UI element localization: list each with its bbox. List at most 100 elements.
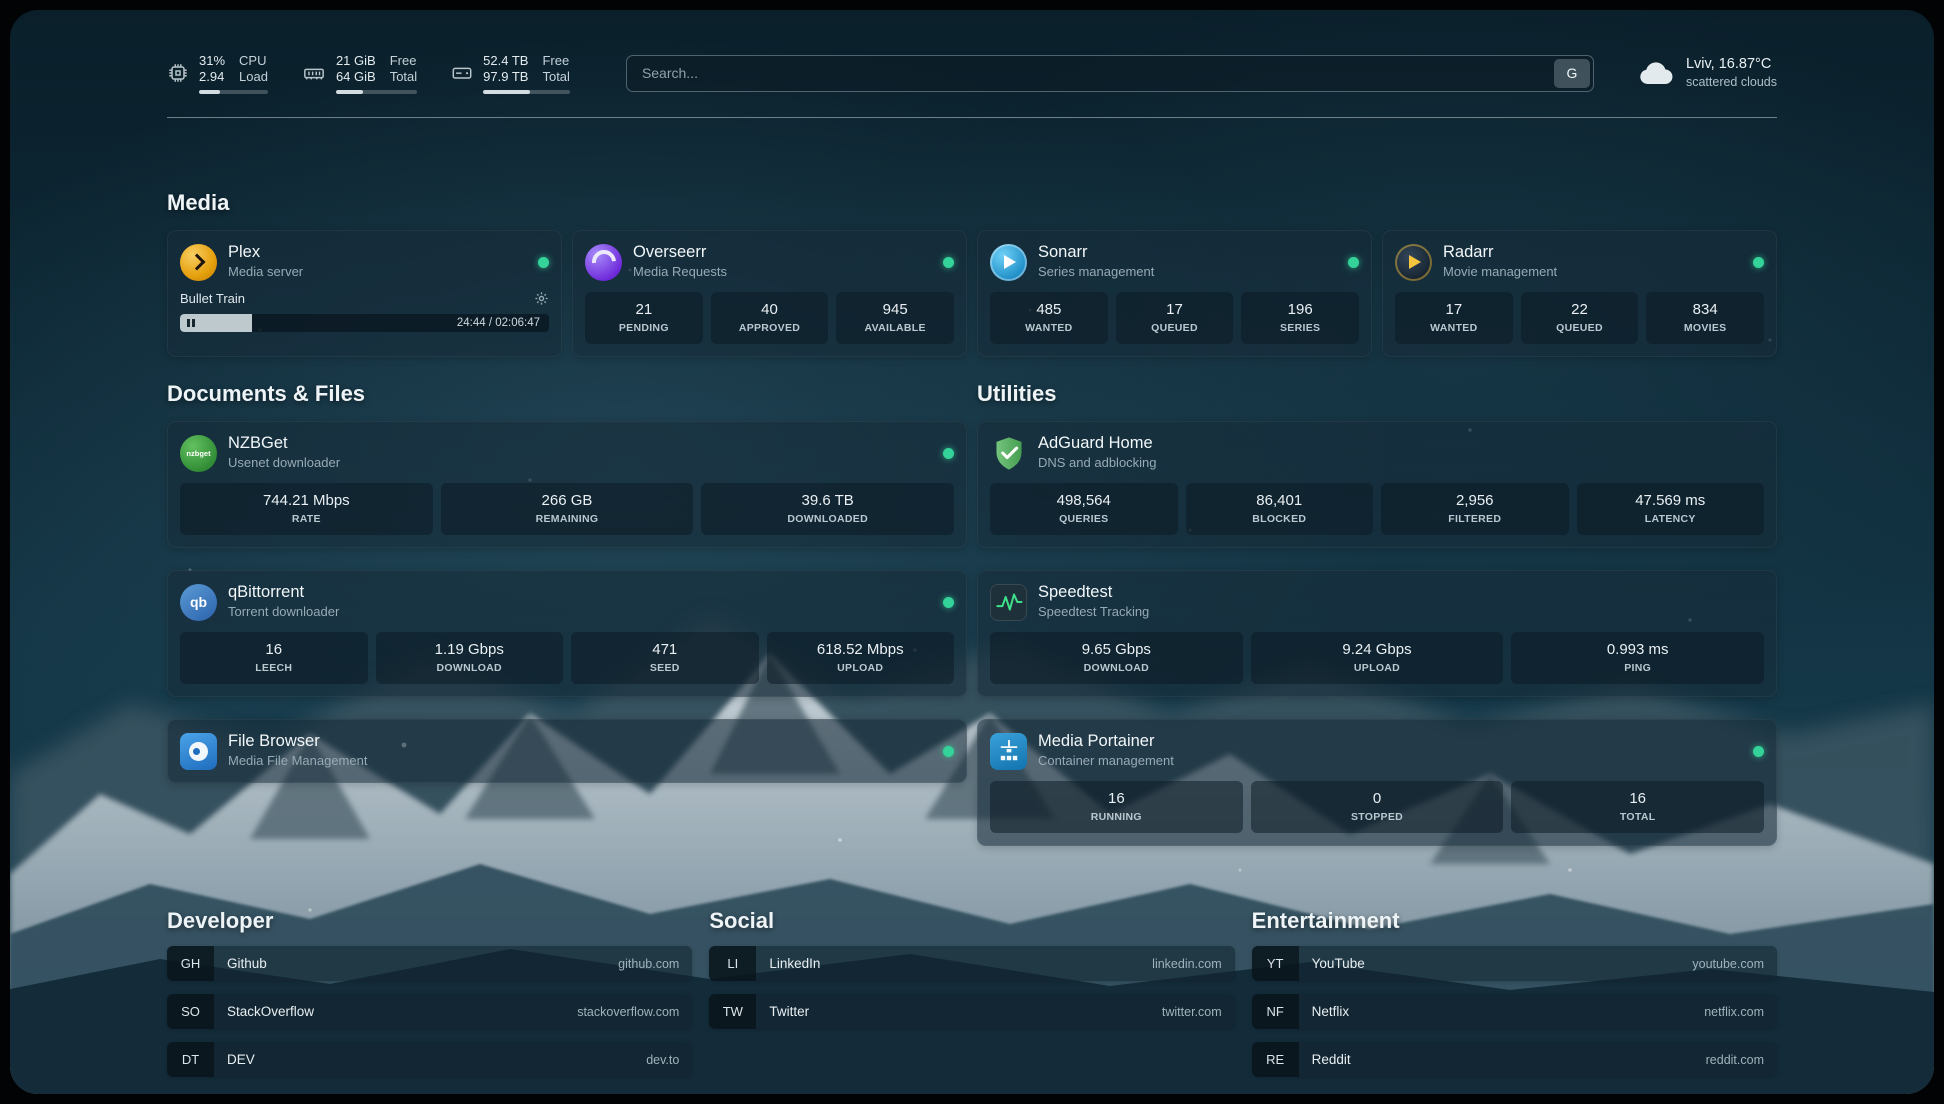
- status-dot-online: [1753, 745, 1764, 757]
- service-link-nzbget[interactable]: nzbget NZBGet Usenet downloader: [180, 434, 954, 472]
- service-subtitle: DNS and adblocking: [1038, 455, 1157, 470]
- adguard-icon: [990, 435, 1027, 472]
- service-link-adguard[interactable]: AdGuard Home DNS and adblocking: [990, 434, 1764, 472]
- stat-ping: 0.993 ms PING: [1511, 632, 1764, 684]
- service-name: Sonarr: [1038, 243, 1088, 261]
- settings-gear-icon[interactable]: [534, 291, 549, 306]
- status-dot-online: [943, 596, 954, 608]
- service-name: Speedtest: [1038, 583, 1113, 601]
- memory-total-label: Total: [389, 68, 418, 84]
- cpu-icon: [169, 64, 187, 82]
- memory-icon: [304, 68, 324, 80]
- service-subtitle: Container management: [1038, 753, 1174, 768]
- stat-queued: 22 QUEUED: [1520, 292, 1639, 344]
- stat-approved: 40 APPROVED: [710, 292, 829, 344]
- section-title-media: Media: [167, 190, 230, 215]
- memory-widget: 21 GiB 64 GiB Free Total: [302, 52, 418, 94]
- stat-upload: 618.52 Mbps UPLOAD: [766, 632, 954, 684]
- stat-series: 196 SERIES: [1241, 292, 1359, 344]
- pause-icon[interactable]: [187, 319, 195, 327]
- memory-meter: [335, 89, 418, 94]
- disk-total-label: Total: [542, 68, 570, 84]
- service-card-sonarr: Sonarr Series management 485 WANTED: [977, 230, 1372, 357]
- bookmark-dev[interactable]: DT DEV dev.to: [167, 1042, 693, 1077]
- service-subtitle: Media Requests: [633, 264, 727, 279]
- section-title-utilities: Utilities: [977, 381, 1057, 406]
- disk-total-value: 97.9 TB: [483, 68, 529, 84]
- nzbget-icon: nzbget: [180, 434, 217, 472]
- sonarr-icon: [990, 243, 1027, 281]
- stat-filtered: 2,956 FILTERED: [1381, 483, 1569, 535]
- service-subtitle: Usenet downloader: [228, 455, 341, 470]
- stat-wanted: 17 WANTED: [1395, 292, 1513, 344]
- speedtest-icon: [990, 583, 1027, 621]
- playback-progress-bar: 24:44 / 02:06:47: [180, 314, 549, 332]
- overseerr-icon: [585, 243, 622, 281]
- stat-queued: 17 QUEUED: [1115, 292, 1234, 344]
- service-subtitle: Series management: [1038, 264, 1155, 279]
- search-provider-button[interactable]: G: [1553, 58, 1590, 88]
- status-dot-online: [1348, 256, 1359, 268]
- service-link-speedtest[interactable]: Speedtest Speedtest Tracking: [990, 583, 1764, 621]
- stat-pending: 21 PENDING: [585, 292, 703, 344]
- bookmark-group-entertainment: Entertainment YT YouTube youtube.com NF …: [1251, 908, 1777, 1077]
- playback-time: 24:44 / 02:06:47: [456, 317, 540, 329]
- memory-free-value: 21 GiB: [335, 52, 376, 68]
- service-card-radarr: Radarr Movie management 17 WANTED 2: [1382, 230, 1777, 357]
- bookmark-youtube[interactable]: YT YouTube youtube.com: [1251, 946, 1777, 981]
- service-card-nzbget: nzbget NZBGet Usenet downloader 744.21 M…: [167, 421, 967, 548]
- cpu-widget: 31% 2.94 CPU Load: [167, 53, 268, 94]
- stat-stopped: 0 STOPPED: [1250, 781, 1504, 833]
- cpu-percent: 31%: [199, 52, 226, 68]
- service-card-overseerr: Overseerr Media Requests 21 PENDING: [572, 230, 967, 357]
- search-input[interactable]: [625, 54, 1594, 92]
- status-dot-online: [943, 745, 954, 757]
- service-name: Media Portainer: [1038, 732, 1155, 750]
- bookmark-linkedin[interactable]: LI LinkedIn linkedin.com: [709, 946, 1235, 981]
- weather-location: Lviv, 16.87°C: [1685, 56, 1772, 72]
- search-bar: G: [625, 54, 1594, 92]
- status-dot-online: [1753, 256, 1764, 268]
- cloud-icon: [1640, 61, 1673, 84]
- bookmark-reddit[interactable]: RE Reddit reddit.com: [1251, 1042, 1777, 1077]
- bookmark-github[interactable]: GH Github github.com: [167, 946, 693, 981]
- stat-upload: 9.24 Gbps UPLOAD: [1250, 632, 1504, 684]
- filebrowser-icon: [180, 732, 217, 770]
- status-dot-online: [943, 447, 954, 459]
- stat-seed: 471 SEED: [571, 632, 759, 684]
- stat-rate: 744.21 Mbps RATE: [180, 483, 433, 535]
- stat-leech: 16 LEECH: [180, 632, 368, 684]
- qbittorrent-icon: qb: [180, 583, 217, 621]
- service-link-overseerr[interactable]: Overseerr Media Requests: [585, 243, 954, 281]
- stat-queries: 498,564 QUERIES: [990, 483, 1178, 535]
- bookmark-twitter[interactable]: TW Twitter twitter.com: [709, 994, 1235, 1029]
- section-title-documents: Documents & Files: [167, 381, 366, 406]
- service-link-portainer[interactable]: Media Portainer Container management: [990, 732, 1764, 770]
- weather-widget: Lviv, 16.87°C scattered clouds: [1636, 55, 1777, 91]
- stat-download: 9.65 Gbps DOWNLOAD: [990, 632, 1243, 684]
- stat-wanted: 485 WANTED: [990, 292, 1108, 344]
- status-dot-online: [538, 256, 549, 268]
- service-link-qbittorrent[interactable]: qb qBittorrent Torrent downloader: [180, 583, 954, 621]
- service-name: NZBGet: [228, 434, 288, 452]
- cpu-meter: [199, 89, 268, 94]
- bookmark-stackoverflow[interactable]: SO StackOverflow stackoverflow.com: [167, 994, 693, 1029]
- cpu-label: CPU: [239, 52, 267, 68]
- service-name: Overseerr: [633, 243, 707, 261]
- portainer-icon: [990, 732, 1027, 770]
- section-title-social: Social: [709, 908, 775, 933]
- service-link-sonarr[interactable]: Sonarr Series management: [990, 243, 1359, 281]
- radarr-icon: [1395, 243, 1432, 281]
- service-link-radarr[interactable]: Radarr Movie management: [1395, 243, 1764, 281]
- weather-condition: scattered clouds: [1685, 75, 1777, 89]
- service-name: AdGuard Home: [1038, 434, 1153, 452]
- stat-download: 1.19 Gbps DOWNLOAD: [375, 632, 563, 684]
- service-link-plex[interactable]: Plex Media server: [180, 243, 549, 281]
- service-card-filebrowser: File Browser Media File Management: [167, 719, 967, 783]
- stat-blocked: 86,401 BLOCKED: [1185, 483, 1373, 535]
- stat-available: 945 AVAILABLE: [836, 292, 954, 344]
- bookmark-netflix[interactable]: NF Netflix netflix.com: [1251, 994, 1777, 1029]
- service-link-filebrowser[interactable]: File Browser Media File Management: [180, 732, 954, 770]
- service-card-speedtest: Speedtest Speedtest Tracking 9.65 Gbps D…: [977, 570, 1777, 697]
